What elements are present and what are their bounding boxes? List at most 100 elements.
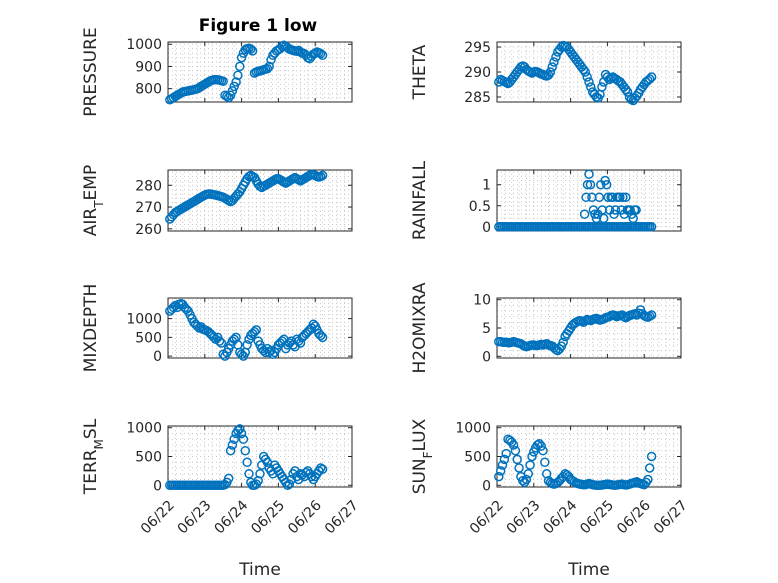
x-tick-label: 06/24 — [541, 497, 581, 537]
series-points — [494, 434, 657, 491]
data-point — [536, 441, 546, 451]
y-tick-label: 260 — [135, 222, 162, 238]
y-tick-label: 10 — [473, 293, 491, 309]
y-tick-label: 0 — [153, 349, 162, 365]
data-point — [255, 469, 265, 479]
data-point — [284, 479, 295, 489]
axes-box — [167, 297, 353, 359]
data-point — [225, 445, 236, 456]
data-point — [631, 205, 641, 215]
data-point — [251, 325, 262, 335]
data-point — [246, 44, 256, 54]
data-point — [545, 67, 556, 77]
series-points — [165, 169, 328, 224]
data-point — [249, 327, 260, 337]
y-tick-label: 1 — [482, 178, 491, 194]
y-axis-label: PRESSURE — [81, 27, 101, 116]
subplot-rainfall: 0 0.5 1 RAINFALL — [410, 160, 682, 240]
data-point — [646, 310, 657, 320]
data-point — [558, 337, 568, 347]
y-tick-label: 0 — [153, 478, 162, 494]
y-tick-label: 285 — [464, 90, 491, 106]
data-point — [223, 473, 234, 484]
data-point — [315, 330, 326, 341]
x-tick-label: 06/26 — [285, 497, 325, 537]
data-point — [527, 451, 537, 462]
series-points — [165, 298, 328, 361]
data-point — [622, 87, 633, 97]
data-point — [235, 61, 245, 72]
data-point — [646, 222, 657, 232]
series-points — [494, 305, 657, 356]
data-point — [585, 179, 596, 190]
y-tick-label: 0 — [482, 349, 491, 365]
data-point — [600, 175, 610, 186]
x-tick-label: 06/22 — [138, 497, 178, 537]
y-tick-label: 0 — [482, 478, 491, 494]
data-point — [618, 192, 628, 203]
data-point — [295, 338, 306, 348]
x-tick-label: 06/27 — [322, 497, 362, 537]
data-point — [315, 463, 326, 473]
data-point — [227, 440, 238, 450]
data-point — [525, 460, 535, 470]
y-tick-label: 5 — [482, 321, 491, 337]
subplot-air-temp: 260 270 280 AIRTEMP — [81, 165, 353, 238]
data-point — [514, 463, 524, 473]
data-point — [231, 77, 241, 87]
y-axis-label: THETA — [410, 44, 430, 100]
data-point — [242, 340, 252, 350]
figure-title: Figure 1 low — [199, 16, 318, 36]
x-axis-label: Time — [567, 560, 610, 580]
y-tick-label: 1000 — [455, 421, 491, 437]
subplot-sun-flux: 0 500 1000 SUNFLUX 06/2206/2306/2406/2506/26… — [410, 418, 691, 580]
subplot-theta: 285 290 295 THETA — [410, 40, 682, 106]
data-point — [584, 77, 594, 87]
x-tick-label: 06/26 — [614, 497, 654, 537]
data-point — [227, 86, 238, 96]
data-point — [621, 84, 631, 95]
subplot-terr-msl: 0 500 1000 TERRMSL 06/2206/2306/2406/2506/26… — [81, 418, 362, 580]
y-tick-label: 500 — [464, 450, 491, 466]
data-point — [581, 192, 591, 203]
data-point — [584, 169, 594, 179]
data-point — [229, 434, 239, 444]
data-point — [238, 434, 249, 444]
data-point — [315, 48, 326, 59]
data-point — [547, 62, 557, 72]
data-point — [610, 205, 621, 215]
data-point — [621, 192, 631, 203]
data-point — [499, 454, 510, 465]
y-tick-label: 1000 — [126, 37, 162, 53]
subplot-mixdepth: 0 500 1000 MIXDEPTH — [81, 284, 353, 372]
axes-box — [167, 41, 353, 103]
y-axis-label: H2OMIXRA — [410, 282, 430, 373]
axes-box — [167, 169, 353, 232]
data-point — [578, 64, 589, 75]
data-point — [317, 332, 328, 343]
data-point — [643, 474, 653, 485]
data-point — [551, 52, 561, 62]
data-point — [646, 451, 657, 462]
data-point — [494, 471, 504, 482]
series-points — [494, 40, 657, 106]
x-axis-label: Time — [238, 560, 281, 580]
y-tick-label: 290 — [464, 65, 491, 81]
data-point — [317, 464, 328, 474]
data-point — [538, 445, 548, 456]
data-point — [579, 209, 590, 219]
data-point — [601, 179, 612, 190]
data-point — [317, 50, 328, 61]
y-tick-label: 280 — [135, 178, 162, 194]
data-point — [644, 74, 655, 84]
data-point — [625, 205, 635, 215]
series-points — [165, 40, 328, 105]
data-point — [235, 424, 245, 434]
y-tick-label: 500 — [135, 450, 162, 466]
data-point — [549, 57, 559, 67]
data-point — [540, 457, 550, 468]
y-tick-label: 1000 — [126, 421, 162, 437]
data-point — [590, 209, 600, 219]
